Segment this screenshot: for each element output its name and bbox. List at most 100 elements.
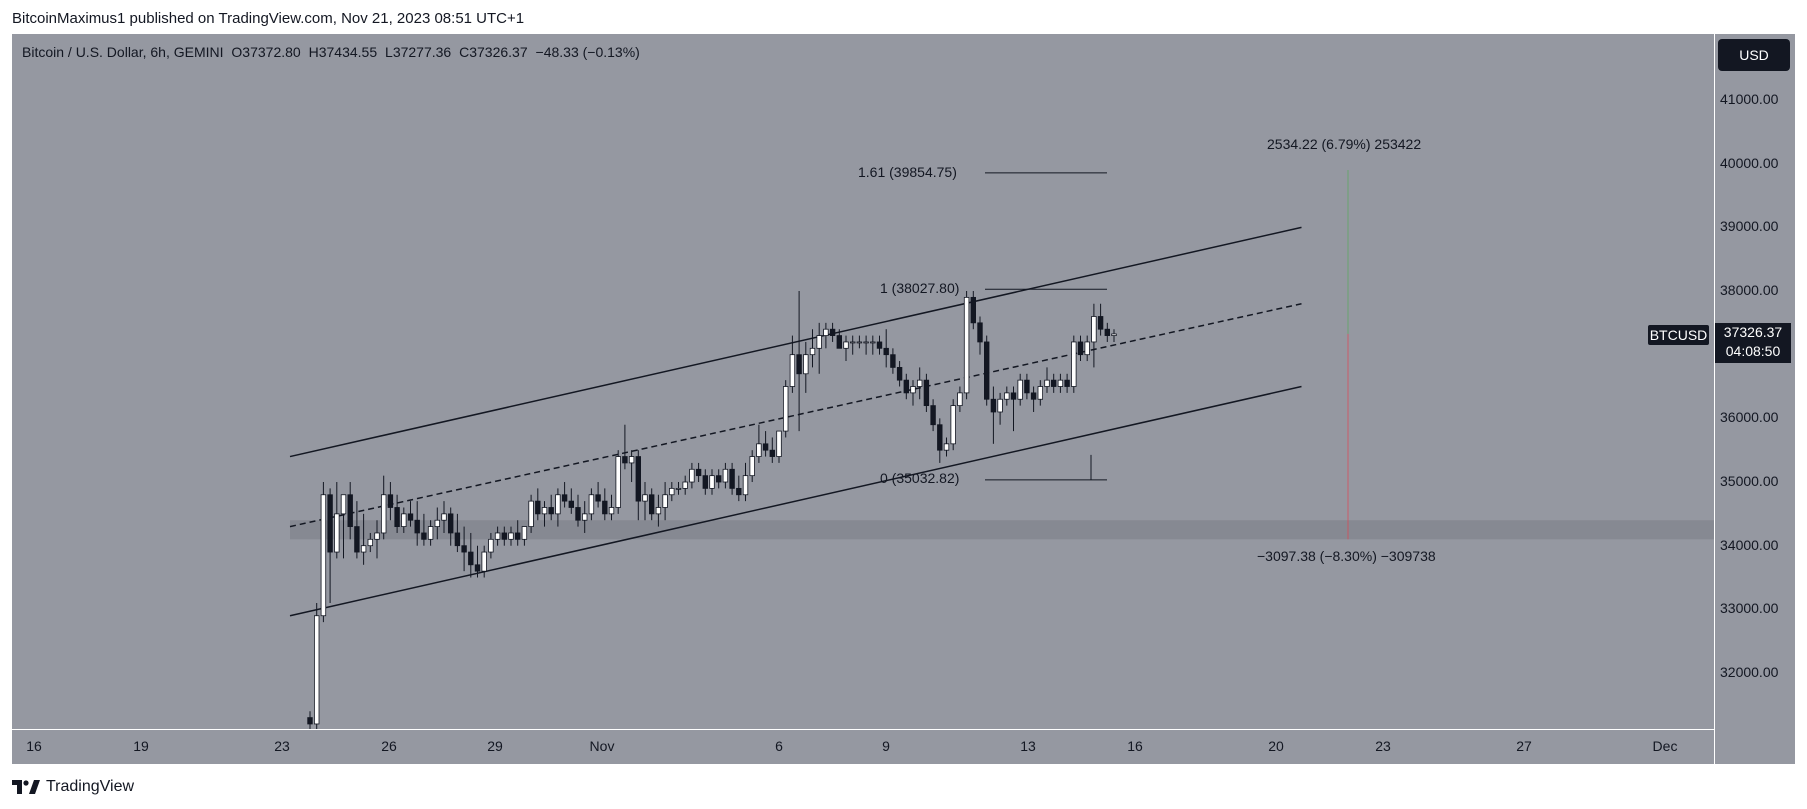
x-tick-label: Nov	[589, 738, 615, 754]
candle-body-up	[910, 386, 916, 394]
candle	[990, 386, 997, 444]
candle	[716, 469, 722, 489]
candle	[669, 482, 675, 502]
candle-body-up	[608, 507, 615, 515]
candle	[441, 501, 447, 533]
candle	[803, 341, 809, 393]
candle-body-down	[327, 494, 333, 553]
candle-body-down	[1051, 379, 1057, 387]
candle	[816, 322, 822, 374]
candle	[434, 507, 440, 540]
candle	[776, 430, 782, 463]
candle-body-down	[568, 500, 574, 508]
candle-body-up	[1057, 379, 1064, 387]
candle	[1030, 386, 1037, 412]
x-tick-label: 23	[1375, 738, 1391, 754]
candle	[421, 513, 427, 546]
candle-body-up	[957, 392, 963, 407]
candle-body-down	[622, 456, 628, 464]
candle-body-down	[977, 322, 983, 343]
candle	[1037, 380, 1043, 406]
candle	[843, 335, 849, 362]
candle-body-up	[655, 507, 662, 515]
x-tick-label: 27	[1516, 738, 1532, 754]
candle	[829, 322, 836, 342]
candle-body-down	[501, 532, 507, 540]
candle	[1024, 373, 1030, 400]
y-tick-label: 35000.00	[1720, 473, 1779, 490]
candle-body-up	[1071, 341, 1077, 387]
candle-body-down	[407, 513, 414, 521]
candle	[749, 450, 755, 483]
candle-body-down	[1030, 392, 1037, 400]
candle-body-down	[883, 347, 889, 356]
candle-body-down	[649, 494, 655, 515]
candle-body-down	[762, 443, 769, 451]
candle-body-down	[307, 717, 313, 725]
candle-body-down	[421, 532, 427, 540]
candle	[997, 392, 1003, 425]
candle	[762, 431, 769, 457]
candle-body-down	[1104, 328, 1110, 336]
candle	[662, 482, 668, 521]
publisher-line: BitcoinMaximus1 published on TradingView…	[12, 10, 525, 27]
candle	[984, 335, 990, 406]
candle	[1104, 322, 1110, 342]
candle	[836, 329, 842, 349]
currency-button[interactable]: USD	[1718, 39, 1790, 71]
candle-body-up	[1111, 333, 1117, 336]
candle	[521, 526, 528, 546]
candle-body-down	[1097, 316, 1104, 330]
candle	[709, 469, 715, 495]
candle	[943, 437, 950, 457]
candle-body-up	[789, 354, 796, 387]
candle	[447, 507, 454, 546]
y-tick-label: 36000.00	[1720, 409, 1779, 426]
x-tick-label: Dec	[1652, 738, 1678, 754]
candle	[736, 475, 742, 502]
candle-body-up	[320, 494, 327, 617]
candle-body-up	[662, 494, 668, 508]
x-tick-label: 16	[26, 738, 42, 754]
candle-body-up	[374, 532, 380, 540]
candle-body-down	[716, 475, 722, 483]
candle	[970, 291, 976, 330]
tradingview-logo-icon	[12, 780, 40, 794]
candle	[474, 545, 481, 578]
candle-body-up	[816, 335, 822, 349]
price-axis[interactable]	[1714, 34, 1796, 764]
channel-lower-line	[289, 385, 1302, 617]
candle-body-down	[414, 519, 420, 534]
candle	[461, 526, 467, 572]
candle	[977, 316, 983, 355]
candle	[1091, 303, 1097, 368]
candle-body-up	[675, 487, 682, 490]
chart-frame	[12, 34, 1795, 764]
candle	[575, 494, 581, 527]
candle	[923, 373, 930, 412]
channel-middle-line	[289, 303, 1302, 528]
candle-body-up	[1084, 341, 1090, 356]
x-tick-label: 6	[775, 738, 783, 754]
candle	[407, 501, 414, 527]
footer-brand[interactable]: TradingView	[12, 778, 134, 796]
candle-body-up	[669, 487, 675, 496]
candle-body-down	[535, 500, 541, 515]
candle	[850, 335, 856, 355]
x-tick-label: 20	[1268, 738, 1284, 754]
candle	[635, 450, 641, 521]
candle	[354, 501, 360, 559]
channel-upper-line	[289, 226, 1302, 458]
time-axis[interactable]	[12, 729, 1714, 765]
candle-body-up	[722, 468, 729, 483]
candle-body-down	[1077, 341, 1084, 356]
measure-up-label: 2534.22 (6.79%) 253422	[1267, 136, 1422, 152]
measure-down-label: −3097.38 (−8.30%) −309738	[1257, 548, 1436, 564]
candle	[883, 329, 889, 368]
candle-body-down	[970, 296, 976, 324]
fib-161-label: 1.61 (39854.75)	[858, 164, 957, 180]
candle-body-down	[937, 424, 943, 451]
candle	[896, 361, 903, 387]
candle-body-down	[561, 494, 568, 502]
